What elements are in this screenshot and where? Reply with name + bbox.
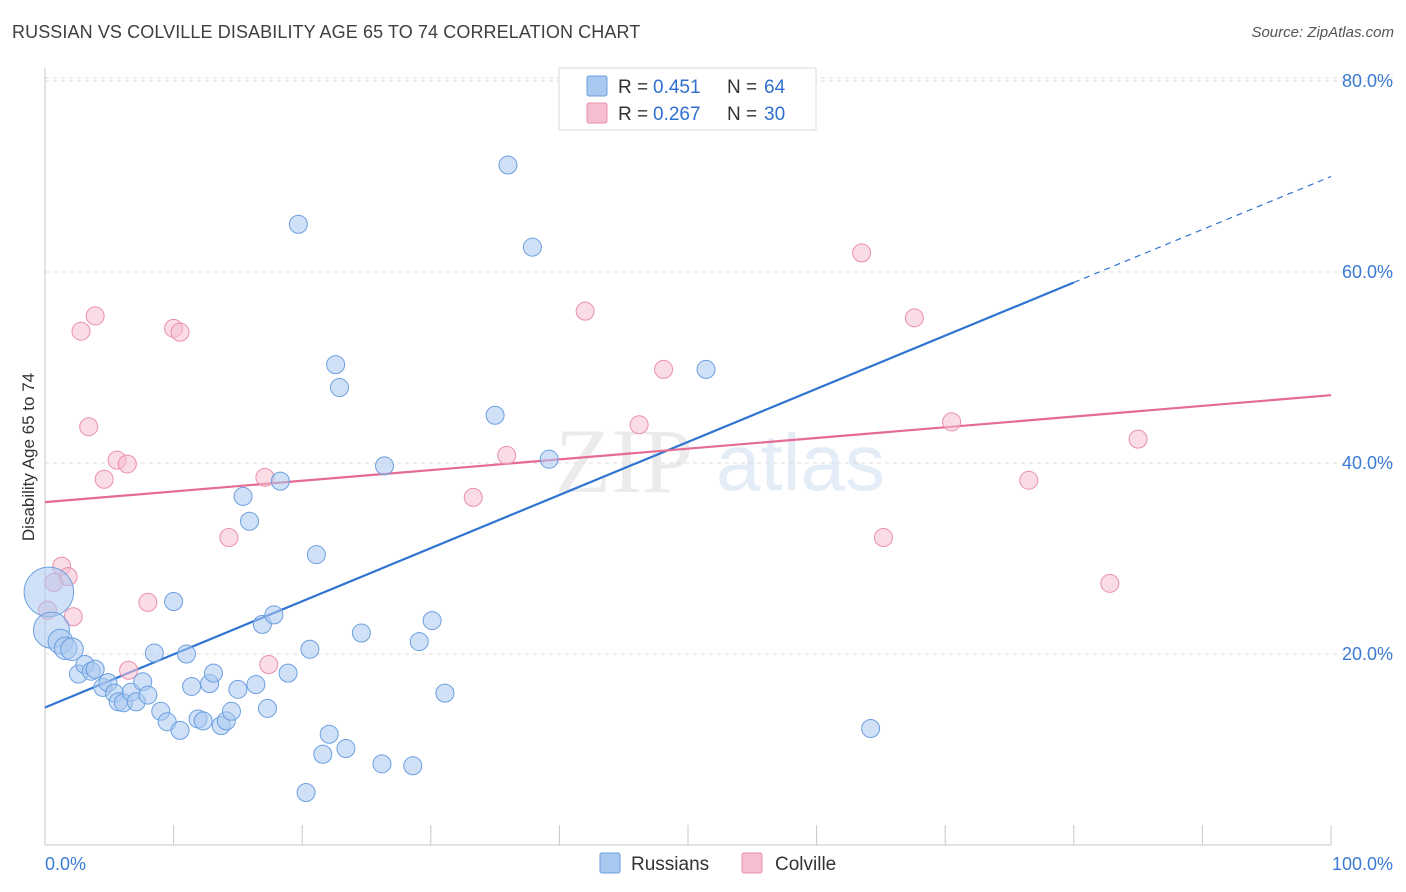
colville-point bbox=[654, 359, 674, 379]
russians-point bbox=[372, 754, 392, 774]
russians-series-swatch bbox=[599, 852, 621, 874]
colville-point bbox=[1100, 573, 1120, 593]
russians-point bbox=[221, 701, 241, 721]
russians-point bbox=[144, 643, 164, 663]
russians-trend-extension bbox=[1073, 175, 1332, 284]
russians-point bbox=[351, 623, 371, 643]
colville-n-label: N = bbox=[727, 104, 757, 125]
russians-point bbox=[233, 486, 253, 506]
x-tick-label: 0.0% bbox=[45, 854, 86, 874]
russians-point bbox=[375, 456, 395, 476]
colville-point bbox=[1128, 429, 1148, 449]
russians-points bbox=[23, 74, 881, 802]
russians-point bbox=[23, 566, 75, 618]
russians-point bbox=[203, 663, 223, 683]
russians-point bbox=[85, 659, 105, 679]
russians-point bbox=[193, 711, 213, 731]
russians-point bbox=[422, 611, 442, 631]
chart-title: RUSSIAN VS COLVILLE DISABILITY AGE 65 TO… bbox=[12, 22, 641, 42]
russians-point bbox=[326, 355, 346, 375]
russians-point bbox=[239, 511, 259, 531]
y-tick-label: 60.0% bbox=[1342, 262, 1393, 282]
colville-point bbox=[942, 412, 962, 432]
y-axis-title: Disability Age 65 to 74 bbox=[19, 373, 38, 541]
russians-point bbox=[264, 605, 284, 625]
russians-point bbox=[170, 720, 190, 740]
russians-point bbox=[319, 724, 339, 744]
russians-point bbox=[228, 679, 248, 699]
y-tick-label: 20.0% bbox=[1342, 644, 1393, 664]
colville-point bbox=[852, 243, 872, 263]
russians-point bbox=[522, 237, 542, 257]
russians-legend-swatch bbox=[586, 75, 608, 97]
colville-point bbox=[575, 301, 595, 321]
colville-legend-swatch bbox=[586, 102, 608, 124]
tick-labels: 20.0% 40.0% 60.0% 80.0% 0.0% 100.0% bbox=[45, 71, 1393, 874]
russians-point bbox=[270, 471, 290, 491]
colville-point bbox=[497, 445, 517, 465]
russians-point bbox=[278, 663, 298, 683]
y-tick-label: 40.0% bbox=[1342, 453, 1393, 473]
colville-point bbox=[259, 655, 279, 675]
colville-point bbox=[463, 487, 483, 507]
russians-point bbox=[182, 676, 202, 696]
x-tick-label: 100.0% bbox=[1332, 854, 1393, 874]
colville-point bbox=[138, 592, 158, 612]
russians-point bbox=[539, 449, 559, 469]
russians-point bbox=[409, 632, 429, 652]
russians-point bbox=[696, 359, 716, 379]
source-credit: Source: ZipAtlas.com bbox=[1251, 24, 1394, 41]
stats-legend: R = 0.451 N = 64 R = 0.267 N = 30 bbox=[558, 67, 817, 131]
colville-point bbox=[63, 607, 83, 627]
russians-point bbox=[257, 698, 277, 718]
colville-point bbox=[71, 321, 91, 341]
russians-point bbox=[164, 591, 184, 611]
russians-point bbox=[336, 739, 356, 759]
y-tick-label: 80.0% bbox=[1342, 71, 1393, 91]
colville-point bbox=[170, 322, 190, 342]
russians-point bbox=[403, 756, 423, 776]
russians-point bbox=[300, 639, 320, 659]
russians-point bbox=[138, 685, 158, 705]
russians-trend-line bbox=[44, 281, 1075, 709]
colville-point bbox=[79, 417, 99, 437]
russians-r-label: R = bbox=[618, 77, 648, 98]
russians-point bbox=[498, 155, 518, 175]
russians-point bbox=[329, 378, 349, 398]
axes bbox=[44, 68, 1332, 846]
colville-n-value: 30 bbox=[764, 104, 785, 125]
colville-point bbox=[219, 527, 239, 547]
colville-point bbox=[904, 308, 924, 328]
watermark: ZIP atlas bbox=[555, 410, 885, 512]
colville-r-value: 0.267 bbox=[653, 104, 701, 125]
russians-n-value: 64 bbox=[764, 77, 786, 98]
colville-point bbox=[94, 469, 114, 489]
russians-point bbox=[176, 644, 196, 664]
russians-r-value: 0.451 bbox=[653, 77, 701, 98]
russians-point bbox=[288, 214, 308, 234]
colville-point bbox=[1019, 470, 1039, 490]
series-legend: Russians Colville bbox=[599, 852, 836, 875]
russians-point bbox=[60, 637, 84, 661]
colville-point bbox=[119, 660, 139, 680]
colville-point bbox=[629, 415, 649, 435]
russians-point bbox=[296, 782, 316, 802]
colville-series-swatch bbox=[741, 852, 763, 874]
watermark-zip: ZIP bbox=[555, 410, 693, 512]
russians-series-label: Russians bbox=[631, 854, 709, 875]
colville-point bbox=[85, 306, 105, 326]
russians-point bbox=[485, 405, 505, 425]
colville-r-label: R = bbox=[618, 104, 648, 125]
russians-point bbox=[246, 675, 266, 695]
russians-point bbox=[313, 744, 333, 764]
russians-n-label: N = bbox=[727, 77, 757, 98]
grid-lines bbox=[45, 77, 1395, 655]
russians-point bbox=[435, 683, 455, 703]
russians-point bbox=[306, 545, 326, 565]
colville-point bbox=[873, 527, 893, 547]
colville-point bbox=[117, 454, 137, 474]
russians-point bbox=[861, 718, 881, 738]
colville-series-label: Colville bbox=[775, 854, 836, 875]
